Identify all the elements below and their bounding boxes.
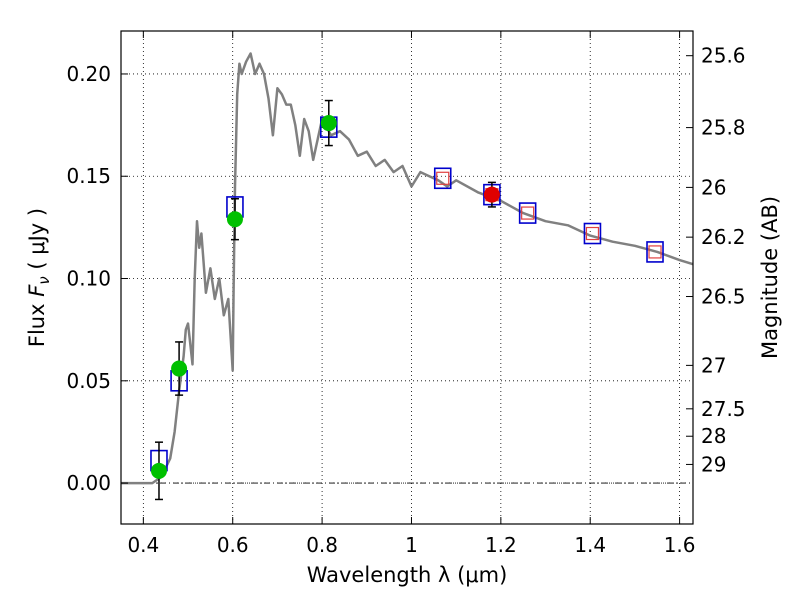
y2-tick-label: 25.6 xyxy=(701,44,746,68)
synthetic-photometry-box xyxy=(583,222,602,245)
y2-axis-title: Magnitude (AB) xyxy=(758,196,782,359)
synthetic-photometry-box xyxy=(646,241,664,263)
observed-point xyxy=(150,462,167,479)
x-axis-title: Wavelength λ (μm) xyxy=(307,563,508,587)
y-tick-label: 0.20 xyxy=(66,62,111,86)
grid-lines xyxy=(121,31,693,524)
y-tick-label: 0.15 xyxy=(66,164,111,188)
y2-tick-label: 27 xyxy=(701,353,726,377)
y-axis-title-symbol: F xyxy=(25,284,49,297)
data-marks xyxy=(150,99,664,501)
axis-ticks: 0.4 0.6 0.8 1 1.2 1.4 1.6 0.00 0.05 0.10 0.15 0.20 2… xyxy=(66,31,746,557)
synthetic-inner-box xyxy=(585,226,600,241)
y2-tick-label: 29 xyxy=(701,452,726,476)
synthetic-inner-box xyxy=(648,245,662,259)
observed-point xyxy=(226,211,243,228)
x-tick-label: 1.6 xyxy=(664,533,696,557)
y-tick-label: 0.10 xyxy=(66,267,111,291)
y2-tick-label: 26.5 xyxy=(701,285,746,309)
y2-tick-label: 25.8 xyxy=(701,116,746,140)
x-tick-label: 1.4 xyxy=(574,533,606,557)
y-axis-title-subscript: ν xyxy=(35,276,53,284)
observed-point xyxy=(171,360,188,377)
x-tick-label: 1.2 xyxy=(485,533,517,557)
plot-frame xyxy=(120,30,694,525)
y-axis-title: Flux Fν ( μJy ) xyxy=(25,208,53,347)
y2-tick-label: 28 xyxy=(701,424,726,448)
y2-tick-label: 27.5 xyxy=(701,397,746,421)
synthetic-photometry-box xyxy=(518,202,537,224)
x-tick-label: 0.6 xyxy=(217,533,249,557)
x-tick-label: 0.4 xyxy=(127,533,159,557)
y-axis-title-prefix: Flux xyxy=(25,297,49,347)
observed-point xyxy=(320,115,337,132)
x-tick-label: 1 xyxy=(405,533,418,557)
y-tick-label: 0.00 xyxy=(66,471,111,495)
y2-tick-label: 26.2 xyxy=(701,225,746,249)
x-tick-label: 0.8 xyxy=(306,533,338,557)
y-axis-title-suffix: ( μJy ) xyxy=(25,208,49,276)
model-sed-line xyxy=(121,52,694,485)
observed-point xyxy=(483,186,500,203)
synthetic-photometry-box xyxy=(433,167,452,190)
synthetic-inner-box xyxy=(436,171,450,185)
y-tick-label: 0.05 xyxy=(66,369,111,393)
y2-tick-label: 26 xyxy=(701,175,726,199)
synthetic-inner-box xyxy=(521,206,535,220)
